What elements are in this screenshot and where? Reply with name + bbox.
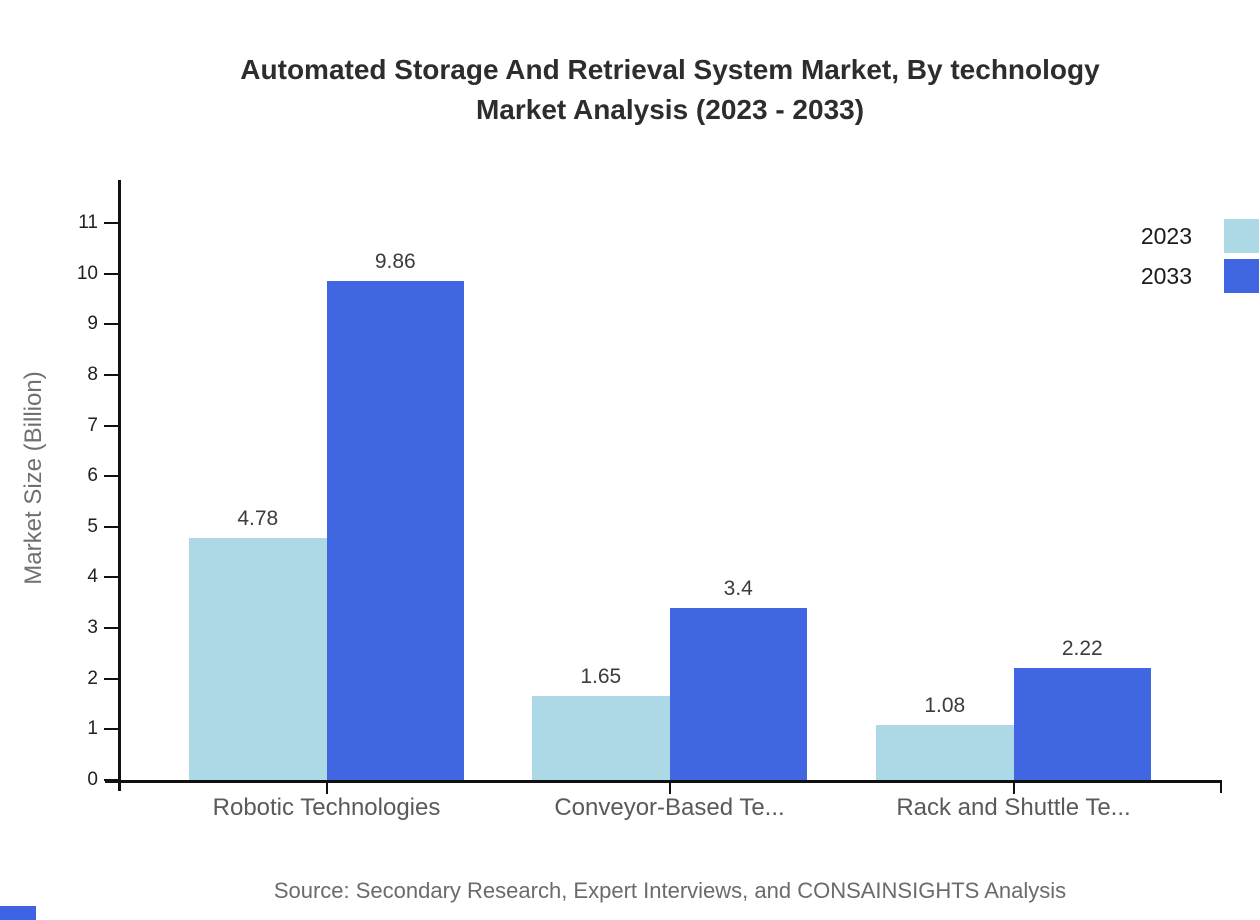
y-tick-label-3: 3 (87, 617, 98, 639)
y-tick-0 (104, 779, 118, 781)
y-tick-5 (104, 525, 118, 528)
bar-2023-group3 (876, 725, 1014, 780)
y-tick-4 (104, 576, 118, 579)
chart-title: Automated Storage And Retrieval System M… (80, 50, 1260, 130)
x-tick-group3 (1012, 781, 1015, 794)
x-axis-end-tick (1220, 780, 1222, 793)
y-tick-label-10: 10 (76, 262, 98, 284)
y-tick-3 (104, 627, 118, 630)
x-tick-group2 (668, 781, 671, 794)
bar-2023-group2 (532, 696, 670, 780)
y-tick-label-1: 1 (87, 718, 98, 740)
category-label-group1: Robotic Technologies (212, 794, 441, 821)
y-axis-line (118, 180, 121, 791)
y-tick-2 (104, 677, 118, 680)
bar-2033-group2 (669, 607, 807, 780)
y-tick-label-6: 6 (87, 465, 98, 487)
y-tick-9 (104, 323, 118, 326)
legend-label-2023: 2023 (1140, 222, 1192, 249)
value-label-2023-group2: 1.65 (580, 665, 622, 689)
y-tick-label-11: 11 (78, 211, 98, 233)
y-tick-label-8: 8 (87, 363, 98, 385)
bar-2033-group1 (326, 280, 464, 780)
legend-item-2033: 2033 (1141, 259, 1260, 293)
category-label-group3: Rack and Shuttle Te... (896, 794, 1131, 821)
y-tick-7 (104, 424, 118, 427)
y-tick-11 (104, 221, 118, 224)
y-tick-label-9: 9 (87, 313, 98, 335)
value-label-2023-group3: 1.08 (924, 694, 966, 718)
value-label-2023-group1: 4.78 (237, 506, 279, 530)
x-axis-line (105, 780, 1222, 783)
y-tick-label-7: 7 (87, 414, 98, 436)
y-tick-6 (104, 475, 118, 478)
value-label-2033-group2: 3.4 (723, 576, 753, 600)
y-tick-label-4: 4 (87, 566, 98, 588)
legend-item-2023: 2023 (1141, 219, 1260, 253)
source-attribution: Source: Secondary Research, Expert Inter… (273, 878, 1067, 903)
category-label-group2: Conveyor-Based Te... (554, 794, 785, 821)
legend: 2023 2033 (1141, 219, 1260, 299)
value-label-2033-group1: 9.86 (374, 249, 416, 273)
bar-2033-group3 (1013, 667, 1151, 780)
legend-swatch-2033 (1224, 259, 1259, 293)
y-tick-label-0: 0 (87, 769, 98, 790)
x-tick-group1 (325, 781, 328, 794)
y-tick-10 (104, 272, 118, 275)
chart-title-line1: Automated Storage And Retrieval System M… (240, 54, 1100, 85)
legend-label-2033: 2033 (1140, 262, 1192, 289)
bar-2023-group1 (189, 537, 327, 780)
legend-swatch-2023 (1224, 219, 1259, 253)
watermark-block (0, 906, 36, 920)
chart-title-line2: Market Analysis (2023 - 2033) (475, 94, 865, 125)
y-tick-label-2: 2 (87, 667, 98, 689)
y-tick-1 (104, 728, 118, 731)
value-label-2033-group3: 2.22 (1061, 636, 1103, 660)
y-tick-label-5: 5 (87, 515, 98, 537)
y-tick-8 (104, 373, 118, 376)
